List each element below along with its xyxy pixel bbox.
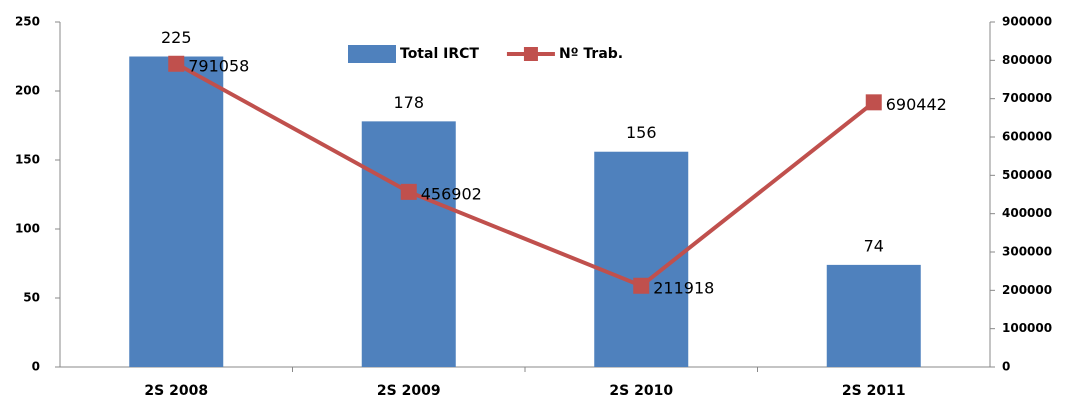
legend-label: Nº Trab.: [559, 46, 623, 62]
line-marker: [865, 94, 882, 111]
y-tick-label: 150: [15, 153, 40, 167]
legend-swatch: [523, 47, 538, 61]
line: [175, 62, 875, 289]
data-label: 211918: [653, 278, 714, 297]
y2-tick-label: 400000: [1002, 206, 1052, 220]
data-label: 225: [161, 28, 192, 47]
data-label: 74: [864, 236, 884, 255]
x-tick-label: 2S 2008: [144, 383, 208, 399]
y-tick-label: 50: [23, 291, 40, 305]
data-label: 791058: [188, 56, 249, 75]
y2-tick-label: 900000: [1002, 15, 1052, 29]
data-label: 456902: [421, 184, 482, 203]
data-label: 178: [393, 93, 424, 112]
line-marker: [633, 277, 650, 294]
data-label: 156: [626, 123, 657, 142]
y-tick-label: 0: [32, 360, 40, 374]
bar: [361, 121, 456, 367]
bar: [826, 264, 921, 367]
line-marker: [400, 183, 417, 200]
x-tick-label: 2S 2010: [609, 383, 673, 399]
data-label: 690442: [886, 95, 947, 114]
y2-tick-label: 200000: [1002, 283, 1052, 297]
x-tick-label: 2S 2009: [377, 383, 441, 399]
y-tick-label: 100: [15, 222, 40, 236]
y-tick-label: 250: [15, 15, 40, 29]
x-tick-label: 2S 2011: [842, 383, 906, 399]
y2-tick-label: 800000: [1002, 53, 1052, 67]
y2-tick-label: 500000: [1002, 168, 1052, 182]
y2-tick-label: 600000: [1002, 130, 1052, 144]
legend-label: Total IRCT: [400, 46, 479, 62]
line-marker: [168, 55, 185, 72]
y2-tick-label: 700000: [1002, 91, 1052, 105]
y-tick-label: 200: [15, 84, 40, 98]
y2-tick-label: 100000: [1002, 321, 1052, 335]
bar: [129, 56, 224, 367]
y2-tick-label: 300000: [1002, 245, 1052, 259]
legend-swatch: [348, 45, 396, 63]
y2-tick-label: 0: [1002, 360, 1010, 374]
